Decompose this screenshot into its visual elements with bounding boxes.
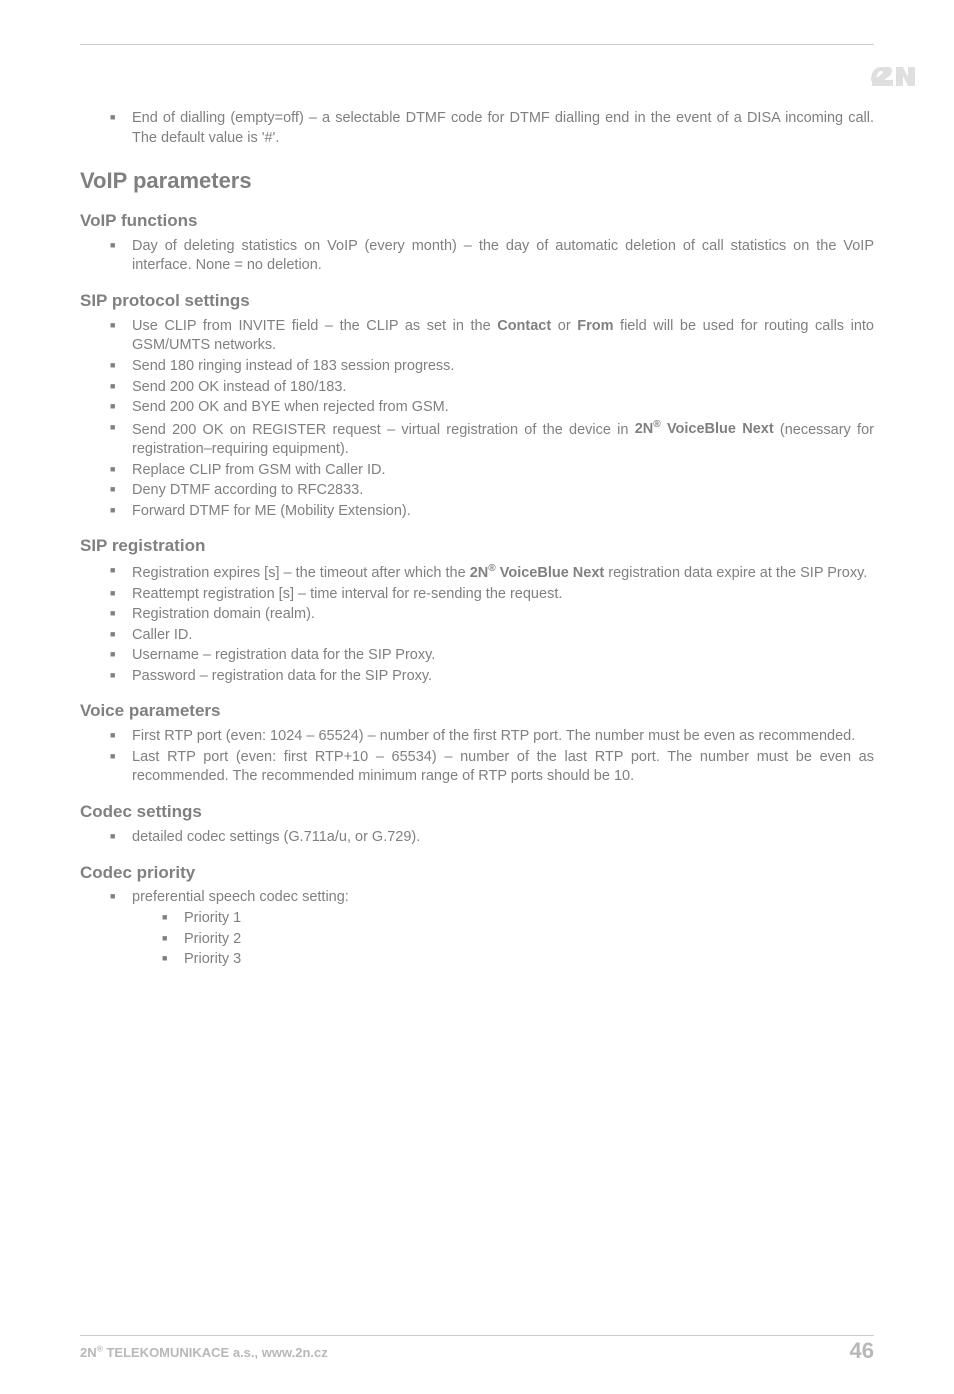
bold-text: From: [577, 318, 613, 334]
heading-sip-registration: SIP registration: [80, 535, 874, 558]
bold-text: 2N® VoiceBlue Next: [470, 565, 605, 581]
list-item: First RTP port (even: 1024 – 65524) – nu…: [132, 727, 874, 747]
brand-logo: [870, 58, 916, 96]
list-item: Send 200 OK on REGISTER request – virtua…: [132, 419, 874, 460]
list-item: Send 200 OK and BYE when rejected from G…: [132, 398, 874, 418]
superscript: ®: [488, 563, 495, 574]
voice-parameters-list: First RTP port (even: 1024 – 65524) – nu…: [80, 727, 874, 787]
list-item: Replace CLIP from GSM with Caller ID.: [132, 461, 874, 481]
text: Registration expires [s] – the timeout a…: [132, 565, 470, 581]
list-item: Username – registration data for the SIP…: [132, 646, 874, 666]
list-item: Send 200 OK instead of 180/183.: [132, 378, 874, 398]
codec-settings-list: detailed codec settings (G.711a/u, or G.…: [80, 828, 874, 848]
list-item: preferential speech codec setting: Prior…: [132, 888, 874, 969]
content-area: End of dialling (empty=off) – a selectab…: [80, 45, 874, 970]
list-item: Reattempt registration [s] – time interv…: [132, 585, 874, 605]
text: or: [551, 318, 577, 334]
list-item: Password – registration data for the SIP…: [132, 667, 874, 687]
superscript: ®: [653, 420, 660, 431]
list-item: Priority 2: [184, 930, 874, 950]
codec-priority-sublist: Priority 1 Priority 2 Priority 3: [132, 909, 874, 970]
page: End of dialling (empty=off) – a selectab…: [0, 44, 954, 1394]
heading-voip-parameters: VoIP parameters: [80, 166, 874, 196]
list-item: Registration expires [s] – the timeout a…: [132, 562, 874, 583]
footer-company: 2N® TELEKOMUNIKACE a.s., www.2n.cz: [80, 1345, 328, 1360]
list-item: Deny DTMF according to RFC2833.: [132, 481, 874, 501]
list-item: Forward DTMF for ME (Mobility Extension)…: [132, 502, 874, 522]
bold-text: 2N® VoiceBlue Next: [635, 421, 774, 437]
heading-codec-priority: Codec priority: [80, 862, 874, 885]
text: preferential speech codec setting:: [132, 889, 349, 905]
list-item: Priority 3: [184, 950, 874, 970]
heading-sip-protocol: SIP protocol settings: [80, 290, 874, 313]
list-item: Registration domain (realm).: [132, 605, 874, 625]
text: Send 200 OK on REGISTER request – virtua…: [132, 421, 635, 437]
list-item: Use CLIP from INVITE field – the CLIP as…: [132, 317, 874, 356]
list-item: Send 180 ringing instead of 183 session …: [132, 357, 874, 377]
intro-list: End of dialling (empty=off) – a selectab…: [80, 109, 874, 148]
heading-voip-functions: VoIP functions: [80, 210, 874, 233]
list-item: detailed codec settings (G.711a/u, or G.…: [132, 828, 874, 848]
page-number: 46: [850, 1338, 874, 1364]
text: registration data expire at the SIP Prox…: [604, 565, 867, 581]
codec-priority-list: preferential speech codec setting: Prior…: [80, 888, 874, 969]
heading-voice-parameters: Voice parameters: [80, 700, 874, 723]
sip-registration-list: Registration expires [s] – the timeout a…: [80, 562, 874, 686]
list-item: Day of deleting statistics on VoIP (ever…: [132, 237, 874, 276]
list-item: End of dialling (empty=off) – a selectab…: [132, 109, 874, 148]
heading-codec-settings: Codec settings: [80, 801, 874, 824]
bold-text: Contact: [497, 318, 551, 334]
voip-functions-list: Day of deleting statistics on VoIP (ever…: [80, 237, 874, 276]
list-item: Priority 1: [184, 909, 874, 929]
text: Use CLIP from INVITE field – the CLIP as…: [132, 318, 497, 334]
sip-protocol-list: Use CLIP from INVITE field – the CLIP as…: [80, 317, 874, 521]
list-item: Caller ID.: [132, 626, 874, 646]
list-item: Last RTP port (even: first RTP+10 – 6553…: [132, 748, 874, 787]
